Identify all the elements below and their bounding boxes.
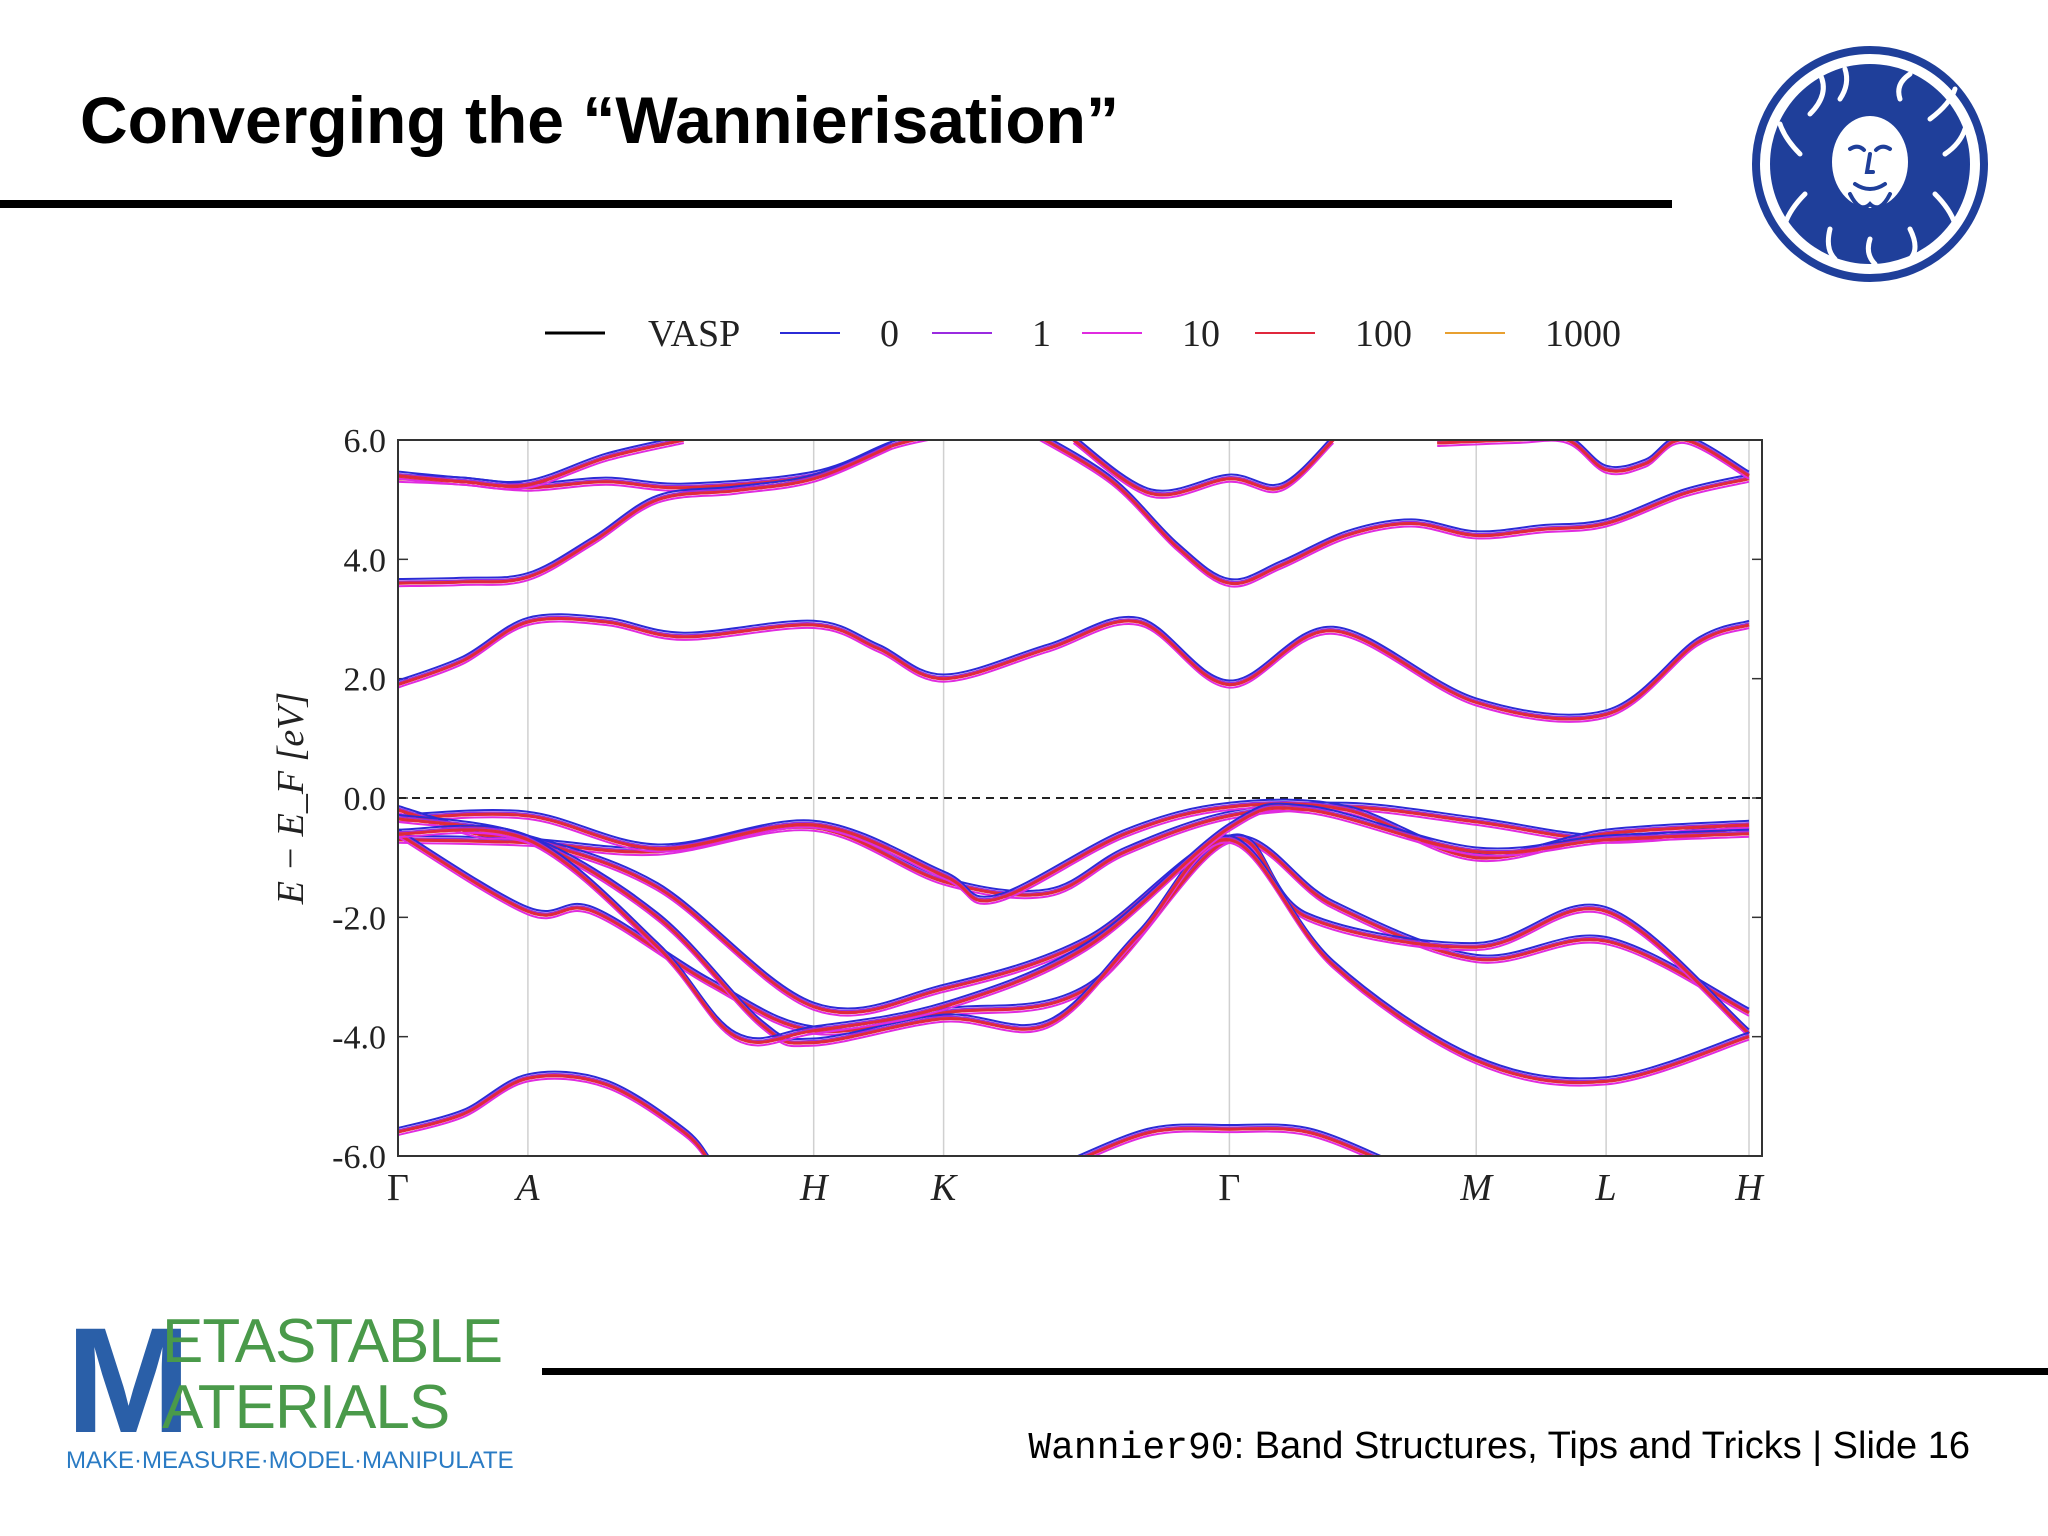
band-line: [1075, 1123, 1384, 1156]
band-line: [398, 443, 892, 583]
band-line: [1080, 1125, 1378, 1156]
legend-label: 100: [1355, 313, 1412, 355]
logo-line2: ATERIALS: [162, 1373, 450, 1442]
band-line: [1050, 440, 1750, 581]
band-line: [398, 802, 1750, 903]
legend-label: 0: [880, 313, 899, 355]
band-line: [398, 807, 1750, 1012]
band-line: [398, 613, 1750, 716]
slide-footer: Wannier90: Band Structures, Tips and Tri…: [1028, 1425, 1970, 1470]
x-tick-label: H: [799, 1167, 830, 1209]
band-line: [398, 1074, 708, 1156]
band-line: [1072, 440, 1335, 497]
band-line: [1041, 440, 1750, 586]
x-tick-label: Γ: [387, 1167, 409, 1209]
band-line: [398, 447, 892, 588]
band-line: [398, 809, 1750, 1047]
band-line: [1573, 440, 1750, 473]
legend-label: 1: [1032, 313, 1051, 355]
slide-title: Converging the “Wannierisation”: [80, 83, 1119, 157]
band-line: [398, 440, 892, 580]
y-tick-label: -2.0: [332, 900, 386, 937]
band-line: [398, 617, 1750, 721]
y-tick-label: -4.0: [332, 1020, 386, 1057]
band-line: [1437, 440, 1750, 475]
band-line: [398, 615, 1750, 719]
logo-initial: M: [66, 1296, 191, 1464]
band-line: [398, 620, 1750, 723]
band-line: [398, 1070, 710, 1156]
band-line: [398, 805, 1750, 897]
band-line: [398, 444, 893, 585]
x-tick-label: H: [1734, 1167, 1765, 1209]
band-line: [1077, 440, 1331, 492]
y-tick-label: 4.0: [344, 542, 387, 579]
y-tick-label: -6.0: [332, 1139, 386, 1176]
band-line: [398, 820, 1750, 1087]
bands-group: [398, 440, 1750, 1156]
band-line: [1091, 1130, 1367, 1156]
legend-label: VASP: [648, 313, 740, 355]
band-line: [398, 440, 670, 484]
x-tick-label: K: [930, 1167, 958, 1209]
band-line: [398, 808, 1750, 900]
band-line: [1437, 440, 1750, 480]
x-tick-label: Γ: [1218, 1167, 1240, 1209]
legend-label: 1000: [1545, 313, 1621, 355]
band-line: [398, 817, 1750, 1085]
y-axis-label: E − E_F [eV]: [270, 692, 312, 905]
y-tick-label: 6.0: [344, 423, 387, 460]
university-seal-icon: [1752, 46, 1988, 282]
band-line: [398, 440, 685, 488]
band-line: [398, 832, 1750, 1035]
legend-label: 10: [1182, 313, 1220, 355]
band-line: [398, 806, 1750, 1044]
band-line: [398, 440, 681, 486]
y-tick-label: 0.0: [344, 781, 387, 818]
band-line: [398, 805, 1750, 905]
band-line: [398, 1077, 705, 1156]
x-tick-label: M: [1459, 1167, 1494, 1209]
band-line: [1083, 1127, 1376, 1156]
plot-frame: [397, 439, 1763, 1157]
logo-line1: ETASTABLE: [162, 1307, 503, 1376]
band-line: [398, 442, 685, 491]
title-rule: [0, 200, 1672, 208]
band-line: [1037, 440, 1750, 588]
band-line: [398, 813, 1750, 1080]
band-line: [398, 831, 1750, 1033]
band-line: [398, 804, 1750, 1010]
metastable-materials-logo: M ETASTABLE ATERIALS MAKE·MEASURE·MODEL·…: [66, 1296, 514, 1475]
footer-text: : Band Structures, Tips and Tricks | Sli…: [1233, 1425, 1970, 1467]
x-tick-label: L: [1595, 1167, 1617, 1209]
x-tick-label: A: [513, 1167, 540, 1209]
band-line: [398, 828, 1750, 1031]
band-line: [398, 444, 893, 585]
logo-tagline: MAKE·MEASURE·MODEL·MANIPULATE: [66, 1447, 514, 1474]
band-line: [398, 835, 1750, 1038]
footer-rule: [542, 1368, 2048, 1375]
y-tick-label: 2.0: [344, 662, 387, 699]
band-line: [398, 802, 1750, 1040]
band-line: [1072, 442, 1334, 499]
footer-code: Wannier90: [1028, 1427, 1234, 1470]
